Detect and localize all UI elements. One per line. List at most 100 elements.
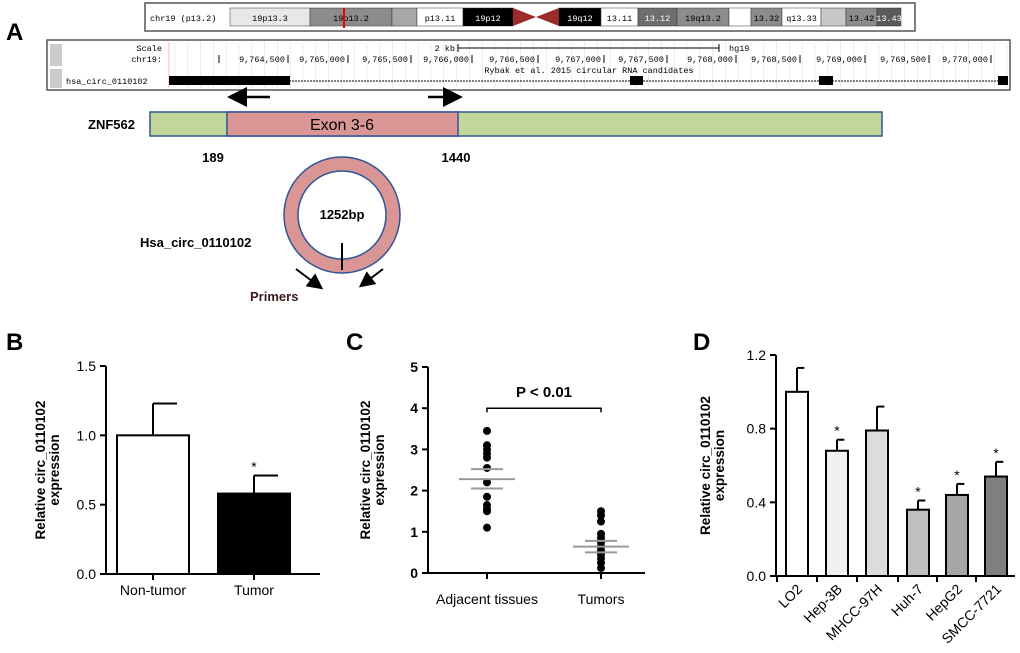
primer-arrow-icon bbox=[358, 268, 384, 288]
bar bbox=[865, 429, 889, 577]
y-tick-label: 0.5 bbox=[77, 497, 97, 513]
chart-c: 0 1 2 3 4 5 Relative circ_0110102 expression Adj… bbox=[358, 359, 645, 607]
y-tick-label: 4 bbox=[410, 400, 418, 416]
band-label: 13.32 bbox=[754, 14, 780, 24]
chromosome-ideogram: chr19 (p13.2) 19p13.3 19p13.2 p13.11 19p12 1… bbox=[144, 2, 916, 32]
y-axis-label: Relative circ_0110102 bbox=[358, 401, 373, 540]
bar bbox=[785, 390, 809, 578]
significance-marker: * bbox=[993, 445, 999, 461]
chromosome-label: chr19 (p13.2) bbox=[150, 14, 216, 24]
genome-browser: Scale 2 kb hg19 chr19: 9,764,500 9,765,00… bbox=[46, 39, 1011, 91]
primers-label: Primers bbox=[250, 289, 298, 304]
y-tick-label: 1.0 bbox=[77, 427, 97, 443]
significance-marker: * bbox=[915, 483, 921, 499]
data-point bbox=[597, 517, 605, 526]
band-label: p13.11 bbox=[425, 14, 456, 24]
position-label: 9,766,500 bbox=[489, 55, 535, 65]
track-label[interactable]: hsa_circ_0110102 bbox=[66, 77, 148, 87]
band-label: 13.43 bbox=[876, 14, 902, 24]
exon-label: Exon 3-6 bbox=[310, 117, 374, 134]
position-label: 9,770,000 bbox=[942, 55, 988, 65]
bar bbox=[906, 508, 930, 578]
position-label: 9,768,000 bbox=[687, 55, 733, 65]
x-tick-label: Tumor bbox=[234, 582, 274, 598]
position-label: 9,769,000 bbox=[816, 55, 862, 65]
y-axis-label: Relative circ_0110102 bbox=[698, 396, 713, 535]
band-label: 13.42 bbox=[849, 14, 875, 24]
data-point bbox=[597, 511, 605, 520]
position-label: 9,764,500 bbox=[239, 55, 285, 65]
position-label: 9,767,000 bbox=[555, 55, 601, 65]
data-point bbox=[483, 463, 491, 472]
panel-label-a: A bbox=[6, 19, 23, 46]
x-tick-label: Non-tumor bbox=[120, 582, 186, 598]
exon-end: 1440 bbox=[442, 150, 471, 165]
y-axis-label: expression bbox=[47, 434, 62, 505]
scale-bar bbox=[457, 44, 720, 52]
y-tick-label: 0.0 bbox=[77, 566, 97, 582]
circrna-name: Hsa_circ_0110102 bbox=[140, 235, 251, 250]
y-axis-label: expression bbox=[372, 434, 387, 505]
significance-marker: * bbox=[954, 467, 960, 483]
y-tick-label: 0.0 bbox=[747, 568, 767, 584]
bar bbox=[116, 434, 190, 576]
y-tick-label: 0 bbox=[410, 565, 418, 581]
position-label: 9,765,000 bbox=[299, 55, 345, 65]
exon-start: 189 bbox=[202, 150, 224, 165]
significance-marker: * bbox=[251, 459, 257, 475]
scale-value: 2 kb bbox=[435, 44, 455, 54]
panel-label-d: D bbox=[693, 329, 710, 356]
significance-bracket bbox=[486, 407, 602, 413]
band-label: 19q13.2 bbox=[685, 14, 721, 24]
y-axis-label: expression bbox=[712, 430, 727, 501]
chromosome-band bbox=[820, 7, 847, 27]
y-tick-label: 1.2 bbox=[747, 347, 767, 363]
band-label: 19p12 bbox=[475, 14, 501, 24]
circrna-size: 1252bp bbox=[320, 207, 365, 222]
track-handle[interactable] bbox=[50, 44, 62, 66]
panel-label-b: B bbox=[6, 329, 23, 356]
track-handle[interactable] bbox=[50, 69, 62, 88]
data-point bbox=[483, 453, 491, 462]
chr-label: chr19: bbox=[131, 55, 162, 65]
scale-label: Scale bbox=[136, 44, 162, 54]
primer-arrow-icon bbox=[295, 268, 324, 290]
y-tick-label: 3 bbox=[410, 441, 418, 457]
y-tick-label: 1 bbox=[410, 524, 418, 540]
band-label: 13.11 bbox=[607, 14, 633, 24]
panel-label-c: C bbox=[346, 329, 363, 356]
x-tick-label: Huh-7 bbox=[888, 581, 926, 619]
y-axis-label: Relative circ_0110102 bbox=[33, 401, 48, 540]
x-tick-label: Adjacent tissues bbox=[436, 591, 538, 607]
bar bbox=[984, 475, 1008, 577]
y-tick-label: 1.5 bbox=[77, 358, 97, 374]
band-label: 19p13.3 bbox=[252, 14, 288, 24]
bar bbox=[217, 492, 291, 575]
data-point bbox=[483, 426, 491, 435]
data-point bbox=[597, 564, 605, 573]
position-label: 9,766,000 bbox=[423, 55, 469, 65]
p-value-annotation: P < 0.01 bbox=[516, 384, 572, 401]
centromere bbox=[513, 8, 559, 26]
bar bbox=[825, 449, 849, 577]
chromosome-band bbox=[391, 7, 418, 27]
x-tick-label: LO2 bbox=[775, 581, 805, 611]
data-point bbox=[483, 492, 491, 501]
position-label: 9,769,500 bbox=[880, 55, 926, 65]
chart-d: 0.0 0.4 0.8 1.2 Relative circ_0110102 express… bbox=[698, 347, 1015, 647]
band-label: 19p13.2 bbox=[333, 14, 369, 24]
track-title: Rybak et al. 2015 circular RNA candidate… bbox=[484, 66, 693, 76]
position-label: 9,768,500 bbox=[751, 55, 797, 65]
data-point bbox=[483, 478, 491, 487]
position-label: 9,765,500 bbox=[362, 55, 408, 65]
chromosome-band bbox=[728, 7, 752, 27]
gene-diagram: ZNF562 Exon 3-6 189 1440 1252bp Hsa_circ… bbox=[88, 111, 883, 304]
bar bbox=[945, 493, 969, 578]
significance-marker: * bbox=[834, 423, 840, 439]
assembly-label: hg19 bbox=[729, 44, 749, 54]
y-tick-label: 0.8 bbox=[747, 421, 767, 437]
band-label: 19q12 bbox=[567, 14, 593, 24]
gene-name: ZNF562 bbox=[88, 117, 135, 132]
circrna-track[interactable] bbox=[169, 76, 1008, 85]
